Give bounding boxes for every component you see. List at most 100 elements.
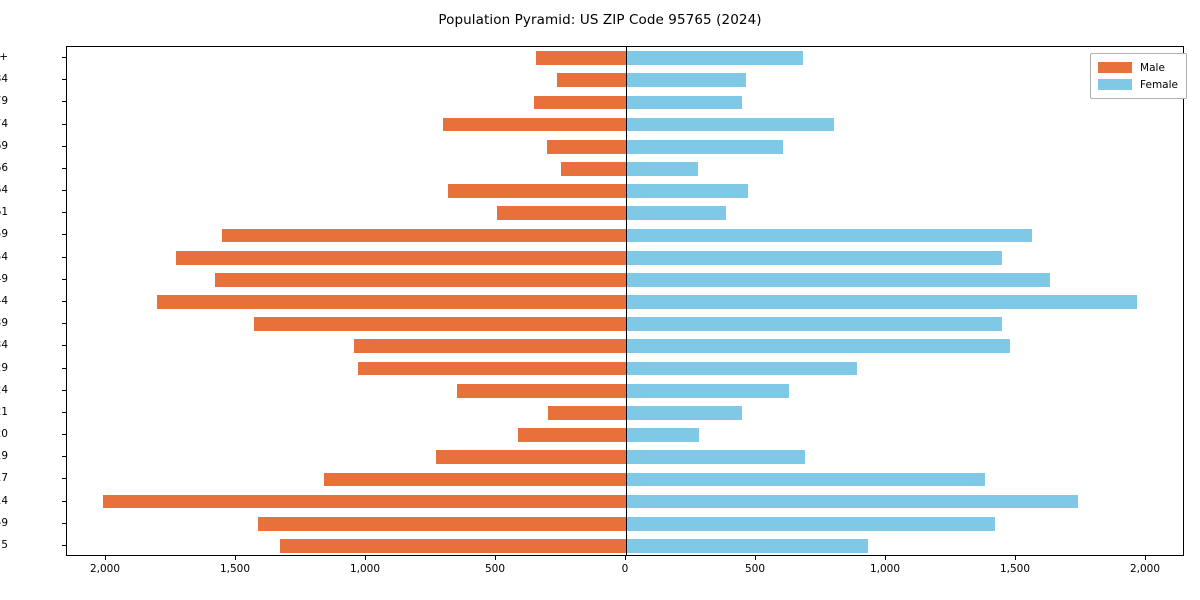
bar-male-50-54 — [176, 250, 626, 265]
bar-male-25-29 — [358, 361, 626, 376]
y-tick-label-30-34: 30-34 — [0, 339, 8, 352]
y-tick-label-62-64: 62-64 — [0, 184, 8, 197]
bar-female-30-34 — [626, 339, 1010, 354]
x-tick-mark — [1145, 556, 1146, 560]
y-tick-label-20: 20 — [0, 428, 8, 441]
bar-male-15-17 — [324, 472, 626, 487]
pyramid-row — [67, 339, 1183, 354]
pyramid-row — [67, 472, 1183, 487]
y-tick-label-10-14: 10-14 — [0, 494, 8, 507]
bar-male-67-69 — [546, 139, 626, 154]
bar-male-5-9 — [258, 516, 626, 531]
y-tick-label-15-17: 15-17 — [0, 472, 8, 485]
bar-male-75-79 — [533, 95, 626, 110]
x-tick-label: 0 — [621, 563, 629, 575]
y-tick-mark — [62, 456, 66, 458]
bar-female-55-59 — [626, 228, 1032, 243]
y-tick-mark — [62, 190, 66, 192]
bar-male-18-19 — [436, 450, 626, 465]
y-tick-label-under-5: Under 5 — [0, 538, 8, 551]
x-tick-mark — [235, 556, 236, 560]
x-tick-mark — [105, 556, 106, 560]
x-tick-label: 1,000 — [349, 563, 381, 575]
pyramid-row — [67, 184, 1183, 198]
chart-legend: Male Female — [1090, 53, 1187, 99]
bar-female-67-69 — [626, 139, 784, 154]
x-tick-mark — [495, 556, 496, 560]
bar-male-62-64 — [447, 184, 626, 198]
y-tick-label-25-29: 25-29 — [0, 361, 8, 374]
bar-male-80-84 — [557, 73, 626, 88]
bar-female-5-9 — [626, 516, 996, 531]
y-tick-mark — [62, 544, 66, 546]
y-tick-mark — [62, 79, 66, 81]
pyramid-row — [67, 51, 1183, 65]
y-tick-label-80-84: 80-84 — [0, 73, 8, 86]
pyramid-row — [67, 139, 1183, 154]
pyramid-row — [67, 206, 1183, 221]
bar-male-60-61 — [497, 206, 626, 221]
y-tick-mark — [62, 522, 66, 524]
bar-female-85- — [626, 51, 803, 65]
bar-female-40-44 — [626, 295, 1137, 309]
x-tick-mark — [885, 556, 886, 560]
bar-male-22-24 — [457, 383, 626, 398]
x-tick-mark — [755, 556, 756, 560]
y-tick-mark — [62, 389, 66, 391]
bar-female-18-19 — [626, 450, 806, 465]
bar-male-70-74 — [442, 117, 626, 132]
x-tick-mark — [1015, 556, 1016, 560]
x-tick-label: 500 — [484, 563, 506, 575]
y-tick-label-55-59: 55-59 — [0, 228, 8, 241]
bar-female-62-64 — [626, 184, 749, 198]
y-tick-mark — [62, 256, 66, 258]
bar-male-85- — [536, 51, 626, 65]
y-tick-mark — [62, 212, 66, 214]
y-tick-label-18-19: 18-19 — [0, 450, 8, 463]
y-tick-label-40-44: 40-44 — [0, 295, 8, 307]
y-tick-mark — [62, 167, 66, 169]
pyramid-row — [67, 450, 1183, 465]
pyramid-row — [67, 272, 1183, 287]
pyramid-row — [67, 516, 1183, 531]
zero-axis-line — [626, 47, 627, 555]
y-tick-mark — [62, 57, 66, 59]
y-tick-label-67-69: 67-69 — [0, 139, 8, 152]
bar-male-55-59 — [221, 228, 626, 243]
pyramid-row — [67, 494, 1183, 509]
y-tick-mark — [62, 500, 66, 502]
y-tick-mark — [62, 234, 66, 236]
bars-layer — [67, 47, 1183, 555]
legend-entry-female: Female — [1098, 76, 1178, 93]
y-tick-label-5-9: 5-9 — [0, 516, 8, 529]
y-tick-mark — [62, 411, 66, 413]
y-tick-label-21: 21 — [0, 405, 8, 418]
y-tick-mark — [62, 301, 66, 302]
y-tick-label-65-66: 65-66 — [0, 161, 8, 174]
y-tick-label-22-24: 22-24 — [0, 383, 8, 396]
bar-male-10-14 — [103, 494, 626, 509]
legend-label-male: Male — [1140, 61, 1165, 74]
bar-male-20 — [518, 428, 626, 442]
pyramid-row — [67, 383, 1183, 398]
x-tick-label: 500 — [744, 563, 766, 575]
bar-female-65-66 — [626, 162, 699, 176]
pyramid-row — [67, 117, 1183, 132]
pyramid-row — [67, 95, 1183, 110]
y-tick-mark — [62, 101, 66, 103]
x-tick-label: 1,500 — [219, 563, 251, 575]
pyramid-row — [67, 162, 1183, 176]
bar-female-35-39 — [626, 317, 1002, 332]
bar-male-under-5 — [280, 539, 626, 553]
bar-male-30-34 — [354, 339, 626, 354]
chart-title: Population Pyramid: US ZIP Code 95765 (2… — [438, 12, 762, 28]
legend-label-female: Female — [1140, 78, 1178, 91]
x-tick-mark — [365, 556, 366, 560]
y-tick-label-35-39: 35-39 — [0, 317, 8, 330]
bar-female-50-54 — [626, 250, 1002, 265]
y-tick-mark — [62, 345, 66, 347]
y-tick-mark — [62, 323, 66, 325]
legend-entry-male: Male — [1098, 59, 1178, 76]
bar-female-10-14 — [626, 494, 1079, 509]
bar-female-25-29 — [626, 361, 858, 376]
